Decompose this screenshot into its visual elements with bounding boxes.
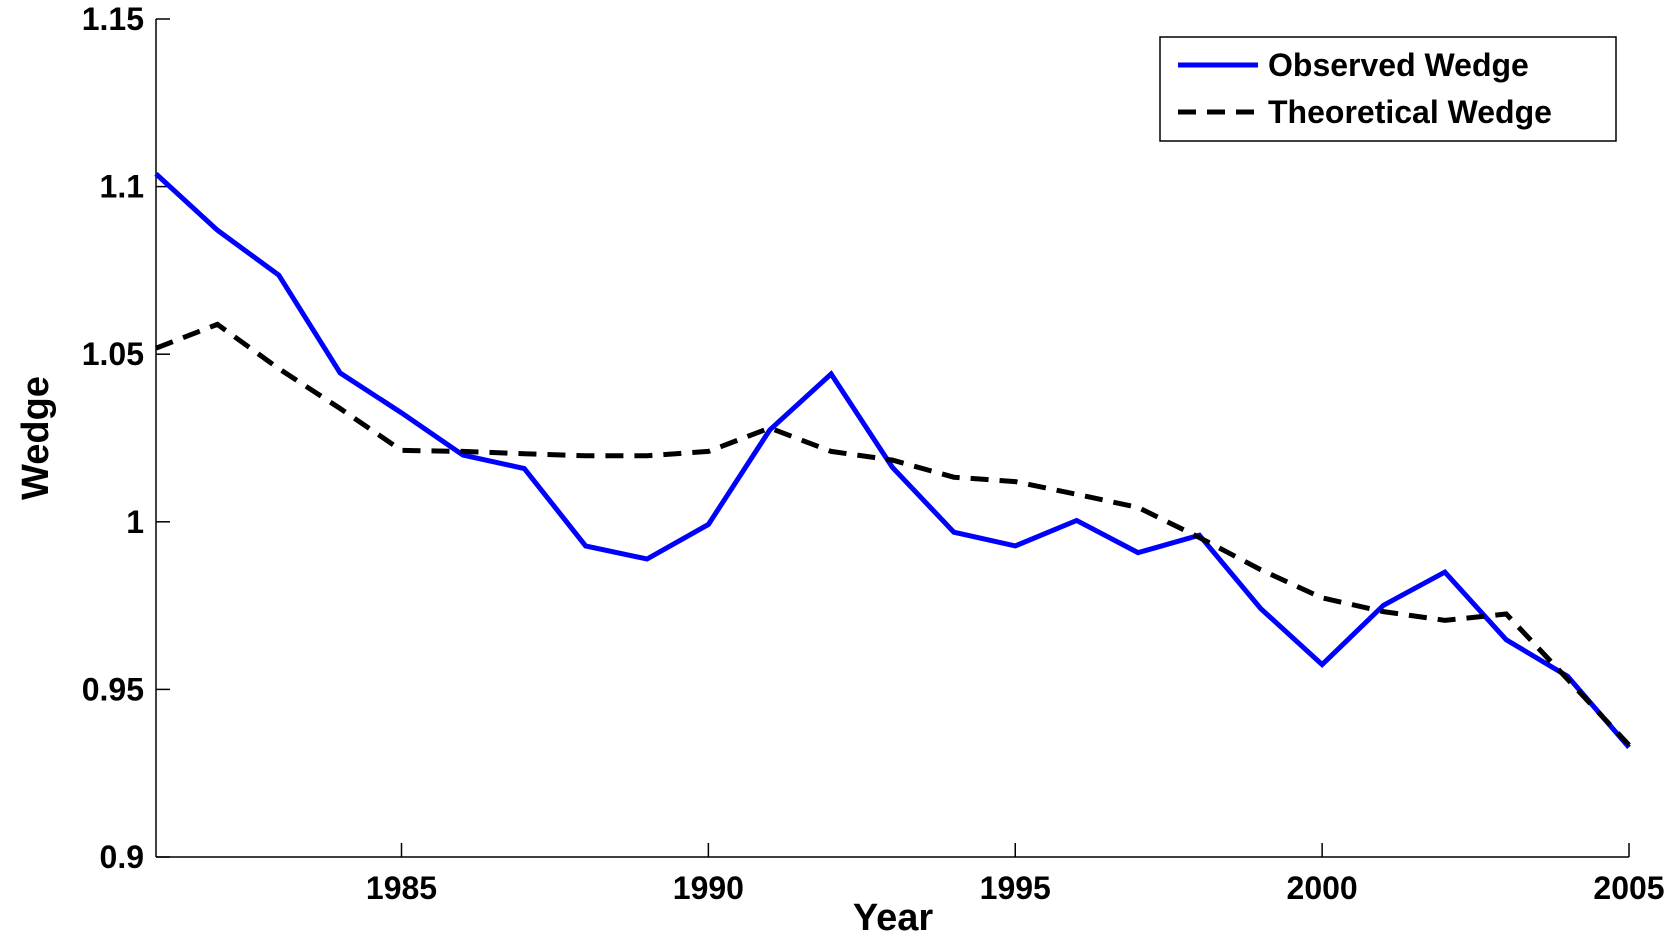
x-tick-label: 1985: [366, 870, 437, 906]
x-tick-label: 2005: [1593, 870, 1664, 906]
series-line: [154, 172, 1631, 750]
y-axis-label: Wedge: [15, 376, 57, 500]
legend-label: Theoretical Wedge: [1268, 94, 1552, 130]
legend: Observed Wedge Theoretical Wedge: [1159, 36, 1617, 142]
y-tick-label: 1: [126, 504, 144, 540]
y-tick-label: 1.15: [82, 1, 144, 37]
y-tick-label: 0.9: [100, 839, 144, 875]
x-tick-label: 1995: [980, 870, 1051, 906]
x-axis-label: Year: [853, 897, 934, 939]
series-line: [155, 321, 1631, 747]
legend-label: Observed Wedge: [1268, 47, 1529, 83]
legend-box: [1159, 36, 1617, 142]
y-tick-label: 1.05: [82, 336, 144, 372]
x-tick-label: 2000: [1287, 870, 1358, 906]
x-tick-label: 1990: [673, 870, 744, 906]
y-tick-label: 0.95: [82, 671, 144, 707]
y-tick-label: 1.1: [100, 169, 144, 205]
